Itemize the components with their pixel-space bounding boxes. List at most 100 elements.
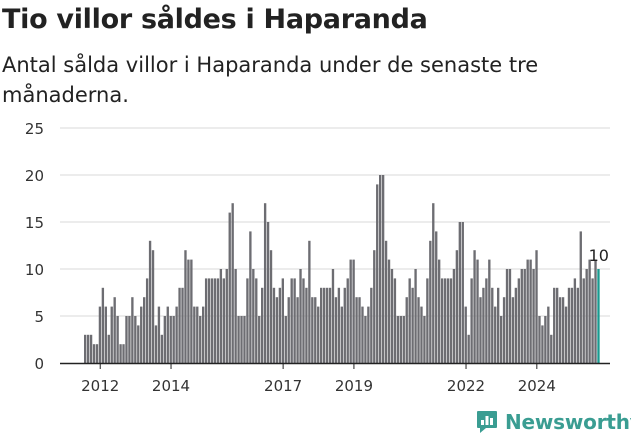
- bar: [482, 287, 485, 363]
- bar: [125, 316, 128, 363]
- bar: [435, 231, 438, 363]
- bar: [104, 306, 107, 363]
- bar: [485, 278, 488, 363]
- bar: [411, 287, 414, 363]
- bar: [119, 344, 122, 363]
- chart-title: Tio villor såldes i Haparanda: [2, 4, 428, 35]
- bar: [210, 278, 214, 363]
- bar: [520, 269, 523, 363]
- bar: [364, 316, 367, 363]
- bar: [216, 278, 220, 363]
- y-tick-label: 25: [25, 120, 44, 138]
- bar: [556, 287, 559, 363]
- bar: [252, 269, 255, 363]
- bar: [305, 287, 308, 363]
- bar: [502, 297, 506, 363]
- bar: [187, 259, 190, 363]
- bar: [175, 306, 178, 363]
- bar: [417, 297, 420, 363]
- bar: [550, 334, 553, 363]
- bar: [325, 287, 329, 363]
- bar: [207, 278, 211, 363]
- bar: [157, 306, 161, 363]
- bar: [582, 278, 585, 363]
- bar-chart: 0 5 10 15 20 25 10 2012 2014 2017 2019 2022 2024: [25, 120, 610, 395]
- bar: [199, 316, 202, 363]
- bar: [202, 306, 205, 363]
- bar: [367, 306, 370, 363]
- bar: [426, 278, 429, 363]
- y-tick-label: 10: [25, 261, 44, 279]
- bar: [255, 278, 258, 363]
- bar: [573, 278, 577, 363]
- bar: [467, 334, 470, 363]
- bar: [479, 297, 482, 363]
- bar: [261, 287, 264, 363]
- bar: [240, 316, 243, 363]
- bar: [110, 306, 113, 363]
- bar: [290, 278, 293, 363]
- bar: [361, 306, 364, 363]
- bar: [151, 250, 155, 363]
- bar: [278, 287, 282, 363]
- bar: [246, 278, 249, 363]
- bar: [570, 287, 574, 363]
- x-tick-label: 2012: [81, 377, 119, 395]
- bar: [532, 269, 535, 363]
- bar: [340, 306, 343, 363]
- bar: [440, 278, 444, 363]
- brand-name: Newsworthy: [505, 410, 631, 434]
- bar: [585, 269, 588, 363]
- bar: [293, 278, 296, 363]
- bar: [317, 306, 320, 363]
- bar: [588, 259, 591, 363]
- bar: [408, 278, 411, 363]
- brand-logo: Newsworthy: [476, 408, 631, 436]
- bar: [287, 297, 290, 363]
- bar: [196, 306, 199, 363]
- bar: [249, 231, 252, 363]
- bar: [544, 316, 547, 363]
- bar: [514, 287, 518, 363]
- y-tick-label: 15: [25, 214, 44, 232]
- bar: [320, 287, 323, 363]
- bar: [143, 297, 146, 363]
- x-tick-label: 2017: [264, 377, 302, 395]
- bar: [231, 203, 234, 363]
- bar: [154, 325, 158, 363]
- bar: [166, 306, 169, 363]
- bar: [269, 250, 273, 363]
- bar: [98, 306, 102, 363]
- bar: [414, 269, 417, 363]
- y-tick-label: 0: [34, 355, 44, 373]
- bar: [452, 269, 456, 363]
- bar: [337, 287, 341, 363]
- bar: [564, 306, 568, 363]
- bar: [213, 278, 217, 363]
- bar: [237, 316, 240, 363]
- bar: [89, 334, 93, 363]
- bar: [561, 297, 565, 363]
- bar: [346, 278, 349, 363]
- bar: [523, 269, 526, 363]
- bar: [476, 259, 479, 363]
- bar: [296, 297, 299, 363]
- bar: [464, 306, 467, 363]
- bar: [494, 306, 497, 363]
- bar: [284, 316, 287, 363]
- bar: [181, 287, 184, 363]
- bar: [432, 203, 435, 363]
- bar: [258, 316, 261, 363]
- bar: [547, 306, 550, 363]
- bar: [591, 278, 594, 363]
- bar: [384, 240, 388, 363]
- bar: [505, 269, 509, 363]
- bar: [140, 306, 143, 363]
- bar: [429, 240, 432, 363]
- bar: [222, 278, 225, 363]
- bar: [499, 316, 503, 363]
- bar: [228, 212, 231, 363]
- bar: [169, 316, 172, 363]
- bar: [455, 250, 459, 363]
- bar: [387, 259, 391, 363]
